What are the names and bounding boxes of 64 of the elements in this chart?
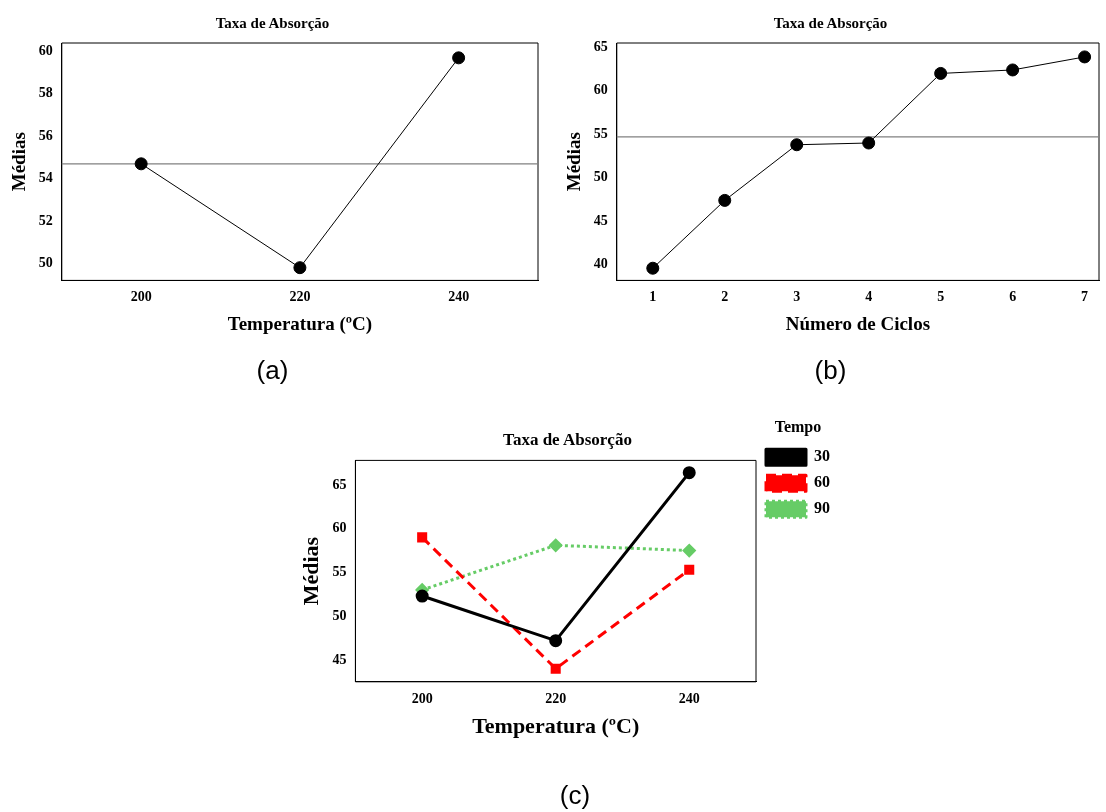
point [549,634,563,648]
y-tick-label: 65 [593,38,608,54]
x-tick-label: 220 [545,690,567,706]
y-axis-title: Médias [563,132,585,192]
x-tick-label: 200 [411,690,433,706]
point [684,564,695,575]
point [550,663,561,674]
y-tick-label: 60 [332,520,347,536]
y-tick-label: 65 [332,476,347,492]
x-tick-label: 6 [1009,289,1017,305]
y-tick-label: 40 [593,256,608,272]
text: (b) [813,355,848,386]
legend-label: 90 [814,499,830,517]
point [862,136,876,150]
point [718,193,732,207]
point [790,138,804,152]
y-tick-label: 52 [38,212,53,228]
x-tick-label: 7 [1081,289,1089,305]
point [934,66,948,80]
point [293,261,307,275]
x-tick-label: 2 [721,289,729,305]
point [417,532,428,543]
y-axis-title: Médias [8,132,30,192]
y-tick-label: 55 [593,125,608,141]
point [1078,50,1092,64]
y-tick-label: 50 [332,607,347,623]
legend-label: 30 [814,447,830,465]
y-axis-title: Médias [297,536,323,606]
x-tick-label: 4 [865,289,873,305]
y-tick-label: 54 [38,170,53,186]
y-tick-label: 55 [332,564,347,580]
point [549,538,563,552]
chart-title: Taxa de Absorção [503,429,632,449]
x-axis-title: Temperatura (ºC) [472,713,640,739]
x-tick-label: 200 [130,289,152,305]
x-axis-title: Temperatura (ºC) [227,312,373,335]
x-tick-label: 220 [289,289,311,305]
y-tick-label: 45 [593,212,608,228]
legend-label: 60 [814,473,830,491]
point [1006,63,1020,77]
y-tick-label: 58 [38,85,53,101]
y-tick-label: 50 [38,255,53,271]
y-tick-label: 45 [332,651,347,667]
x-tick-label: 3 [793,289,801,305]
x-tick-label: 240 [448,289,470,305]
x-axis-title: Número de Ciclos [785,312,931,334]
y-tick-label: 60 [38,43,53,59]
legend-title: Tempo [774,418,822,437]
point [452,51,466,65]
point [682,544,696,558]
text: (c) [558,780,592,811]
chart-title: Taxa de Absorção [215,14,330,31]
chart-title: Taxa de Absorção [773,14,888,31]
point [682,466,696,480]
point [646,261,660,275]
point [134,157,148,171]
y-tick-label: 56 [38,127,53,143]
point [415,589,429,603]
y-tick-label: 50 [593,169,608,185]
y-tick-label: 60 [593,82,608,98]
x-tick-label: 5 [937,289,945,305]
x-tick-label: 240 [678,690,700,706]
x-tick-label: 1 [649,289,657,305]
text: (a) [255,355,290,386]
